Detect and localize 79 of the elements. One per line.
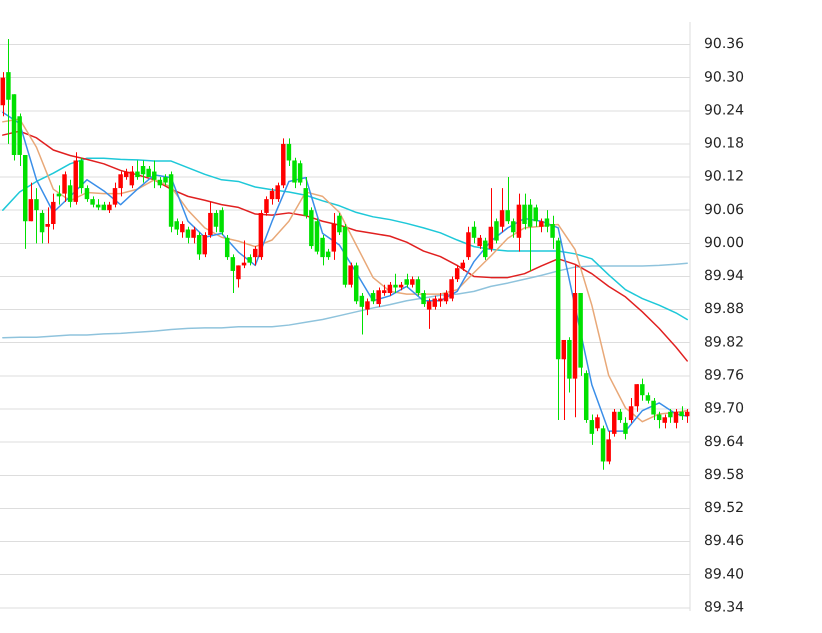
y-tick-label: 89.52 xyxy=(704,500,744,516)
candlestick xyxy=(242,240,246,269)
candlestick xyxy=(264,196,269,216)
candlestick xyxy=(348,262,353,288)
candlestick xyxy=(410,276,415,288)
candlestick xyxy=(511,218,516,238)
y-tick-label: 90.18 xyxy=(704,136,744,152)
candlestick xyxy=(679,406,684,421)
y-tick-label: 89.58 xyxy=(704,466,744,483)
y-tick-label: 89.88 xyxy=(704,301,744,318)
candlestick xyxy=(90,196,95,208)
candlestick xyxy=(460,259,466,272)
candlestick xyxy=(186,226,190,244)
candlestick xyxy=(421,290,426,308)
candlestick xyxy=(107,201,112,214)
y-tick-label: 90.12 xyxy=(704,168,744,185)
candlestick xyxy=(488,188,494,252)
candlestick xyxy=(634,384,639,412)
y-tick-label: 89.34 xyxy=(704,599,744,616)
y-tick-label: 89.46 xyxy=(704,533,744,550)
candlestick xyxy=(606,430,611,465)
candlestick xyxy=(668,408,673,424)
candlestick xyxy=(45,206,50,244)
candlestick xyxy=(623,416,628,440)
candlestick xyxy=(84,184,90,202)
candlestick xyxy=(500,188,504,233)
candlestick xyxy=(646,392,650,404)
candlestick xyxy=(393,273,398,294)
candlestick xyxy=(656,411,662,429)
candlestick xyxy=(590,414,594,446)
candlestick xyxy=(674,408,678,429)
candlestick xyxy=(34,188,39,244)
y-tick-label: 89.40 xyxy=(704,566,744,582)
candlestick xyxy=(618,408,622,424)
candlestick xyxy=(454,264,460,282)
y-tick-label: 89.82 xyxy=(704,334,744,350)
candlestick xyxy=(416,276,420,296)
candlestick xyxy=(286,138,292,166)
candlestick xyxy=(224,234,230,260)
candlestick xyxy=(247,254,252,266)
y-tick-label: 89.64 xyxy=(704,434,744,450)
y-tick-label: 90.24 xyxy=(704,102,744,118)
candlestick xyxy=(628,397,634,424)
y-tick-label: 89.76 xyxy=(704,368,744,384)
y-tick-label: 90.30 xyxy=(704,69,744,86)
candlestick xyxy=(62,171,67,202)
candlestick xyxy=(505,176,510,224)
candlestick xyxy=(51,193,56,230)
candlestick xyxy=(196,232,202,260)
candlestick xyxy=(28,182,34,222)
candlestick xyxy=(404,273,409,288)
candlestick xyxy=(208,201,213,238)
candlestick xyxy=(477,234,482,250)
y-tick-label: 90.00 xyxy=(704,234,744,251)
candlestick xyxy=(494,218,499,244)
y-tick-label: 89.94 xyxy=(704,268,744,284)
y-tick-label: 89.70 xyxy=(704,400,744,417)
candlestick xyxy=(236,264,241,288)
candlestick xyxy=(40,210,44,244)
candlestick xyxy=(365,298,370,316)
candlestick xyxy=(230,254,236,294)
candlestick xyxy=(191,226,196,244)
candlestick xyxy=(68,179,72,208)
candlestick xyxy=(651,397,656,421)
y-tick-label: 90.36 xyxy=(704,36,744,52)
candlestick xyxy=(483,237,488,260)
y-tick-label: 90.06 xyxy=(704,202,744,218)
candlestick xyxy=(180,220,185,238)
candlestick xyxy=(472,220,476,244)
candlestick xyxy=(370,290,376,305)
candlestick xyxy=(640,378,645,402)
candlestick xyxy=(662,414,667,429)
candlestick xyxy=(539,218,544,233)
candlestick xyxy=(684,408,690,424)
candlestick xyxy=(612,408,617,438)
candlestick xyxy=(595,414,600,432)
candlestick xyxy=(562,339,566,421)
candlestick xyxy=(56,184,62,206)
candlestick xyxy=(202,232,207,258)
